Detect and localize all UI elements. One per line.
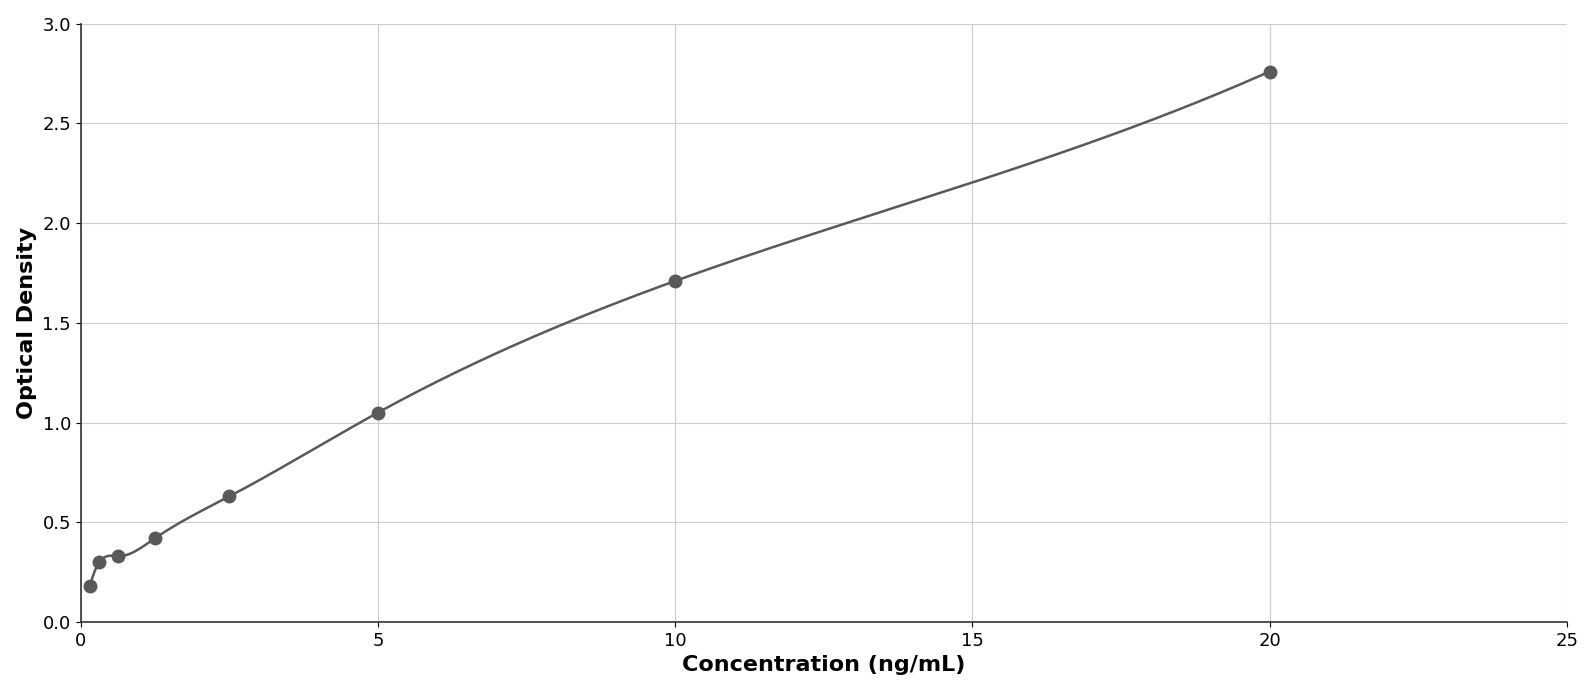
- Point: [105, 551, 131, 562]
- Point: [1257, 66, 1282, 77]
- Point: [77, 581, 102, 592]
- Point: [142, 533, 167, 544]
- Y-axis label: Optical Density: Optical Density: [16, 227, 37, 419]
- Point: [86, 556, 112, 567]
- Point: [662, 275, 687, 286]
- Point: [365, 407, 391, 418]
- Point: [217, 491, 242, 502]
- X-axis label: Concentration (ng/mL): Concentration (ng/mL): [683, 655, 965, 675]
